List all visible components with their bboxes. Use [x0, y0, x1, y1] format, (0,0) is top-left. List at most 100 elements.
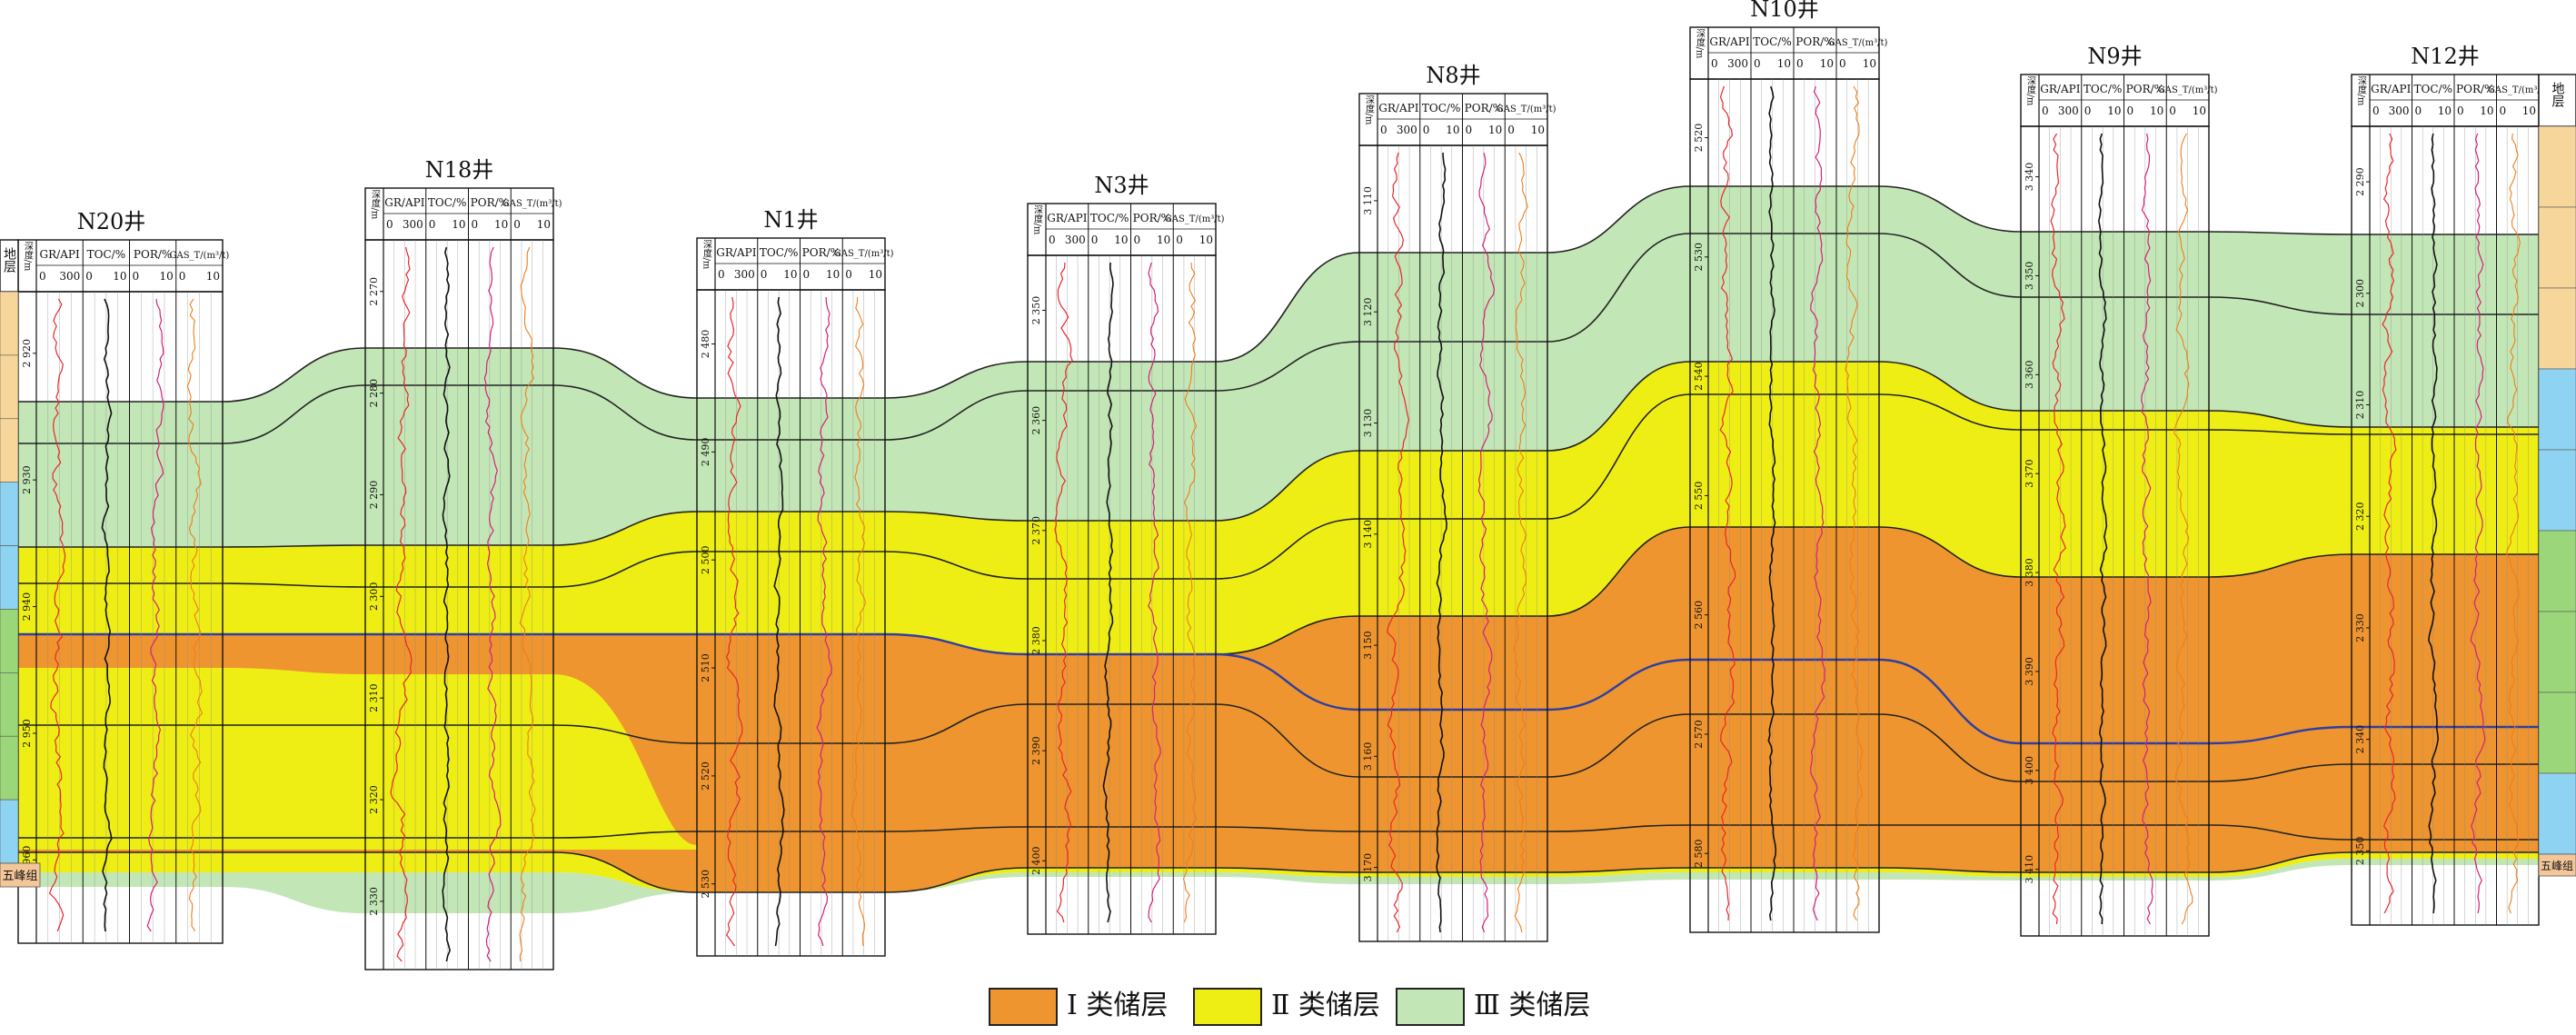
depth-tick-label: 2 490: [700, 438, 711, 467]
strata-unit: [0, 609, 19, 673]
well-body-frame: [1689, 78, 1880, 933]
track-name: GAS_T/(m³/t): [834, 249, 894, 259]
track-name: POR/%: [1795, 35, 1834, 48]
well-name: N10井: [1750, 0, 1819, 22]
gr-curve: [390, 246, 413, 962]
toc-curve: [1436, 152, 1447, 933]
depth-tick-label: 2 330: [2354, 613, 2366, 642]
track-min: 0: [761, 268, 768, 281]
track-max: 10: [1199, 234, 1213, 246]
track-name: GAS_T/(m³/t): [502, 199, 562, 209]
por-curve: [816, 296, 832, 947]
track-max: 10: [2480, 104, 2493, 117]
depth-tick-label: 2 310: [2354, 391, 2366, 420]
well-body-frame: [364, 239, 554, 970]
track-min: 0: [1091, 234, 1099, 246]
strata-header-label: 地层: [2, 247, 16, 273]
track-name: POR/%: [134, 248, 172, 261]
depth-tick-label: 2 300: [2354, 279, 2366, 308]
well-name: N8井: [1426, 63, 1480, 88]
track-min: 0: [386, 218, 393, 231]
track-min: 0: [1176, 234, 1183, 246]
depth-tick-label: 3 360: [2024, 361, 2035, 390]
strata-unit: [2538, 611, 2576, 693]
track-name: GR/API: [716, 246, 756, 259]
track-max: 10: [1863, 57, 1876, 70]
gr-curve: [1719, 85, 1736, 921]
toc-curve: [2097, 133, 2108, 925]
well-header-box: [1689, 26, 1880, 80]
track-name: GR/API: [40, 248, 80, 261]
por-curve: [483, 246, 502, 962]
well-header-box: [17, 239, 224, 293]
depth-tick-label: 2 950: [21, 719, 33, 748]
well-name: N12井: [2411, 44, 2480, 69]
depth-header-label: 深度/m: [2356, 75, 2367, 106]
depth-tick-label: 2 360: [1030, 406, 1042, 435]
strata-header-label: 地层: [2551, 82, 2565, 107]
depth-tick-label: 2 310: [368, 683, 380, 712]
track-min: 0: [718, 268, 725, 281]
depth-tick-label: 2 540: [1693, 362, 1705, 391]
track-name: GR/API: [1047, 212, 1087, 224]
track-min: 0: [1796, 57, 1804, 70]
legend: Ⅰ 类储层 Ⅱ 类储层 Ⅲ 类储层: [989, 984, 1606, 1031]
track-min: 0: [39, 270, 46, 283]
track-name: TOC/%: [428, 196, 466, 209]
depth-tick-label: 2 330: [368, 887, 380, 916]
correlation-line-gy: [0, 361, 2539, 548]
depth-tick-label: 2 550: [1693, 482, 1705, 511]
toc-curve: [442, 246, 451, 962]
track-max: 300: [734, 268, 755, 281]
track-min: 0: [2127, 104, 2134, 117]
depth-tick-label: 2 500: [700, 545, 711, 574]
track-name: GR/API: [2040, 83, 2080, 95]
track-min: 0: [472, 218, 479, 231]
track-min: 0: [1507, 124, 1515, 136]
track-name: TOC/%: [1422, 102, 1460, 114]
track-name: GR/API: [2371, 83, 2411, 95]
strata-header-box: [2538, 74, 2576, 127]
track-min: 0: [1711, 57, 1718, 70]
depth-header-label: 深度/m: [1364, 95, 1375, 125]
gas-curve: [2505, 133, 2521, 914]
marker-line-blue: [0, 632, 2539, 745]
depth-header-label: 深度/m: [1032, 204, 1043, 235]
track-min: 0: [2042, 104, 2049, 117]
well-body-frame: [1027, 254, 1217, 935]
track-min: 0: [1754, 57, 1761, 70]
depth-tick-label: 3 170: [1362, 853, 1374, 882]
well-body-frame: [1358, 144, 1548, 942]
depth-tick-label: 2 270: [368, 277, 380, 306]
toc-curve: [1767, 85, 1777, 921]
track-max: 300: [1065, 234, 1086, 246]
track-min: 0: [2415, 104, 2422, 117]
depth-tick-label: 2 940: [21, 592, 33, 622]
depth-header-label: 深度/m: [701, 239, 712, 270]
track-max: 10: [1157, 234, 1170, 246]
depth-tick-label: 3 120: [1362, 297, 1374, 326]
track-max: 10: [2150, 104, 2163, 117]
strata-unit: [0, 545, 19, 610]
track-min: 0: [2457, 104, 2464, 117]
depth-header-label: 深度/m: [23, 241, 34, 272]
track-name: POR/%: [2456, 83, 2494, 95]
legend-label-class-3: Ⅲ 类储层: [1474, 990, 1591, 1021]
depth-tick-label: 2 350: [1030, 296, 1042, 325]
legend-label-class-2: Ⅱ 类储层: [1271, 990, 1380, 1021]
track-min: 0: [845, 268, 852, 281]
track-name: TOC/%: [1090, 212, 1129, 224]
strata-column-n20: 地层: [0, 239, 19, 864]
track-max: 10: [1531, 124, 1545, 136]
track-max: 10: [2107, 104, 2121, 117]
track-max: 10: [2438, 104, 2452, 117]
track-max: 10: [1446, 124, 1459, 136]
depth-tick-label: 2 930: [21, 465, 33, 494]
gas-curve: [2173, 133, 2193, 925]
gr-curve: [48, 298, 66, 932]
